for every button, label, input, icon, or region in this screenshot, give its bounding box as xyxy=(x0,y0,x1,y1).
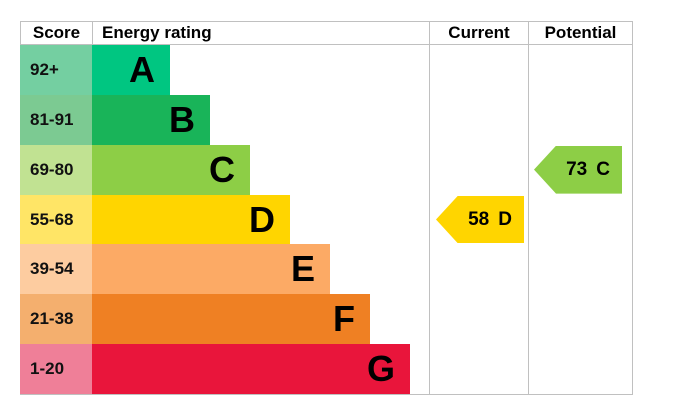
col-header-score: Score xyxy=(20,22,92,44)
col-header-current: Current xyxy=(429,22,528,44)
rating-bar-track: F xyxy=(92,294,429,345)
current-cell xyxy=(429,244,528,295)
score-range: 1-20 xyxy=(20,344,92,395)
band-rows: 92+ A 81-91 B 69-80 C xyxy=(20,45,633,395)
rating-bar-a: A xyxy=(92,45,170,95)
rating-bar-d: D xyxy=(92,194,290,245)
potential-cell xyxy=(528,94,633,145)
current-cell: 58 D xyxy=(429,194,528,245)
col-header-potential: Potential xyxy=(528,22,633,44)
band-row-b: 81-91 B xyxy=(20,94,633,145)
current-rating-text: 58 D xyxy=(436,209,524,231)
current-cell xyxy=(429,144,528,195)
rating-bar-track: G xyxy=(92,344,429,395)
potential-band-letter: C xyxy=(596,158,610,180)
potential-score: 73 xyxy=(566,158,588,180)
epc-table: Score Energy rating Current Potential 92… xyxy=(20,21,633,395)
score-range: 92+ xyxy=(20,45,92,95)
rating-bar-e: E xyxy=(92,244,330,295)
current-rating-arrow: 58 D xyxy=(436,195,524,244)
potential-cell xyxy=(528,294,633,345)
rating-bar-track: C xyxy=(92,144,429,195)
header-row: Score Energy rating Current Potential xyxy=(20,21,633,45)
rating-bar-f: F xyxy=(92,294,370,345)
potential-rating-text: 73 C xyxy=(534,159,622,181)
current-score: 58 xyxy=(468,208,490,230)
band-row-f: 21-38 F xyxy=(20,294,633,345)
rating-bar-c: C xyxy=(92,144,250,195)
col-header-energy-rating: Energy rating xyxy=(92,22,429,44)
score-range: 55-68 xyxy=(20,194,92,245)
score-range: 39-54 xyxy=(20,244,92,295)
rating-bar-track: B xyxy=(92,94,429,145)
score-range: 81-91 xyxy=(20,94,92,145)
band-row-c: 69-80 C 73 C xyxy=(20,144,633,195)
band-row-g: 1-20 G xyxy=(20,344,633,395)
score-range: 69-80 xyxy=(20,144,92,195)
band-row-d: 55-68 D 58 D xyxy=(20,194,633,245)
potential-cell xyxy=(528,244,633,295)
potential-rating-arrow: 73 C xyxy=(534,145,622,194)
rating-bar-track: D xyxy=(92,194,429,245)
rating-bar-track: A xyxy=(92,45,429,95)
band-row-a: 92+ A xyxy=(20,45,633,95)
band-row-e: 39-54 E xyxy=(20,244,633,295)
current-cell xyxy=(429,294,528,345)
potential-cell: 73 C xyxy=(528,144,633,195)
current-cell xyxy=(429,45,528,95)
potential-cell xyxy=(528,45,633,95)
rating-bar-track: E xyxy=(92,244,429,295)
rating-bar-b: B xyxy=(92,94,210,145)
potential-cell xyxy=(528,344,633,395)
current-cell xyxy=(429,344,528,395)
score-range: 21-38 xyxy=(20,294,92,345)
current-cell xyxy=(429,94,528,145)
rating-bar-g: G xyxy=(92,344,410,395)
current-band-letter: D xyxy=(498,208,512,230)
potential-cell xyxy=(528,194,633,245)
